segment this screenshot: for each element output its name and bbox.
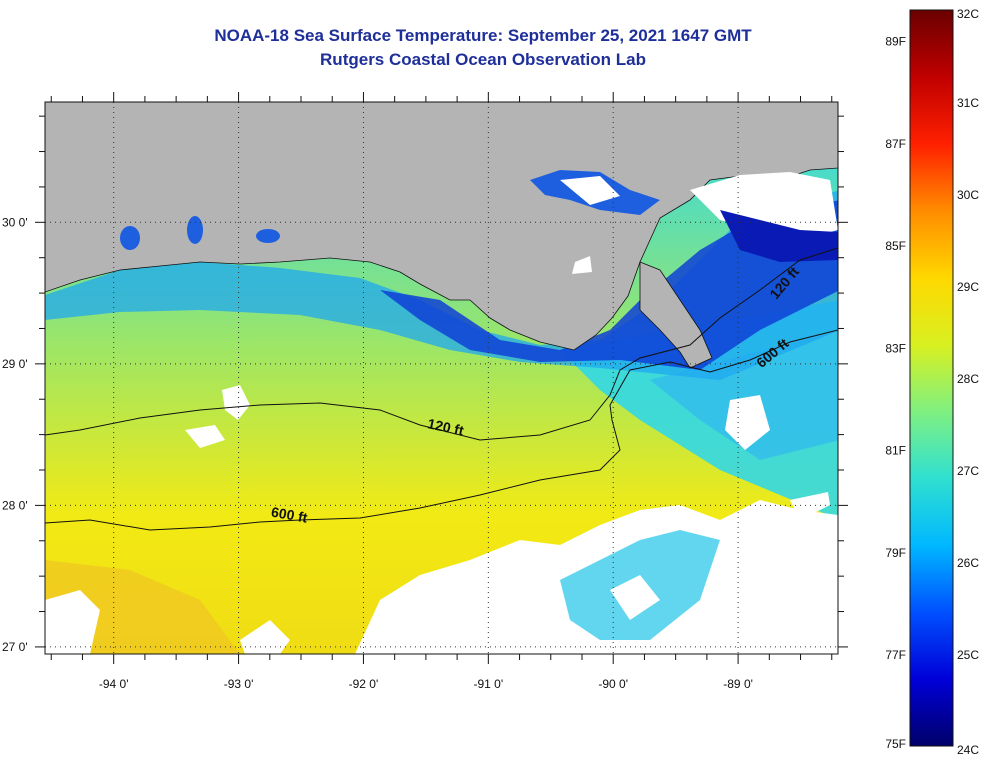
cool-water-east-2 bbox=[650, 330, 838, 460]
contour-600ft bbox=[45, 329, 838, 531]
celsius-label: 26C bbox=[957, 556, 979, 570]
lat-tick-label: 28 0' bbox=[2, 498, 28, 512]
latitude-labels: 30 0' 29 0' 28 0' 27 0' bbox=[2, 215, 28, 654]
celsius-label: 29C bbox=[957, 280, 979, 294]
lon-tick-label: -91 0' bbox=[474, 677, 504, 691]
axis-ticks bbox=[35, 92, 848, 664]
lon-tick-label: -94 0' bbox=[99, 677, 129, 691]
fahrenheit-label: 83F bbox=[885, 341, 906, 355]
fahrenheit-label: 81F bbox=[885, 444, 906, 458]
celsius-label: 28C bbox=[957, 372, 979, 386]
celsius-label: 25C bbox=[957, 648, 979, 662]
map-frame bbox=[44, 101, 839, 655]
lat-tick-label: 29 0' bbox=[2, 357, 28, 371]
celsius-label: 24C bbox=[957, 743, 979, 757]
cloud-patch-1 bbox=[222, 385, 250, 420]
cloud-inland bbox=[572, 256, 592, 274]
fahrenheit-label: 89F bbox=[885, 35, 906, 49]
lake-grand bbox=[187, 216, 203, 244]
lon-tick-label: -93 0' bbox=[224, 677, 254, 691]
celsius-label: 31C bbox=[957, 96, 979, 110]
cloud-patch-4 bbox=[790, 492, 830, 520]
longitude-labels: -94 0' -93 0' -92 0' -91 0' -90 0' -89 0' bbox=[99, 677, 753, 691]
lon-tick-label: -89 0' bbox=[723, 677, 753, 691]
lon-tick-label: -92 0' bbox=[349, 677, 379, 691]
cloud-lake bbox=[560, 176, 620, 205]
cloud-east-coast bbox=[690, 172, 838, 240]
map-title: NOAA-18 Sea Surface Temperature: Septemb… bbox=[214, 26, 752, 45]
chandeleur-water bbox=[720, 210, 838, 262]
cloud-patch-2 bbox=[185, 425, 225, 448]
cold-nearshore-water bbox=[380, 200, 838, 370]
gridlines bbox=[45, 102, 838, 654]
lon-tick-label: -90 0' bbox=[598, 677, 628, 691]
lake-calcasieu bbox=[120, 226, 140, 250]
fahrenheit-label: 87F bbox=[885, 137, 906, 151]
map-subtitle: Rutgers Coastal Ocean Observation Lab bbox=[320, 50, 646, 69]
celsius-label: 30C bbox=[957, 188, 979, 202]
fahrenheit-label: 85F bbox=[885, 239, 906, 253]
celsius-label: 32C bbox=[957, 7, 979, 21]
cloud-southwest bbox=[45, 590, 100, 654]
contour-label: 120 ft bbox=[426, 415, 465, 438]
lake-white bbox=[256, 229, 280, 243]
celsius-label: 27C bbox=[957, 464, 979, 478]
cloud-patch-3 bbox=[725, 395, 770, 450]
lat-tick-label: 30 0' bbox=[2, 215, 28, 229]
fahrenheit-label: 79F bbox=[885, 546, 906, 560]
cloud-small bbox=[240, 620, 290, 654]
colorbar-labels: 32C 31C 30C 29C 28C 27C 26C 25C 24C 89F 87F 85F 83F 8… bbox=[885, 7, 979, 757]
fahrenheit-label: 77F bbox=[885, 648, 906, 662]
contour-label: 600 ft bbox=[270, 504, 309, 526]
contour-120ft bbox=[45, 247, 838, 441]
fahrenheit-label: 75F bbox=[885, 737, 906, 751]
colorbar bbox=[909, 9, 954, 747]
lat-tick-label: 27 0' bbox=[2, 640, 28, 654]
cloud-patch-5 bbox=[610, 575, 660, 620]
